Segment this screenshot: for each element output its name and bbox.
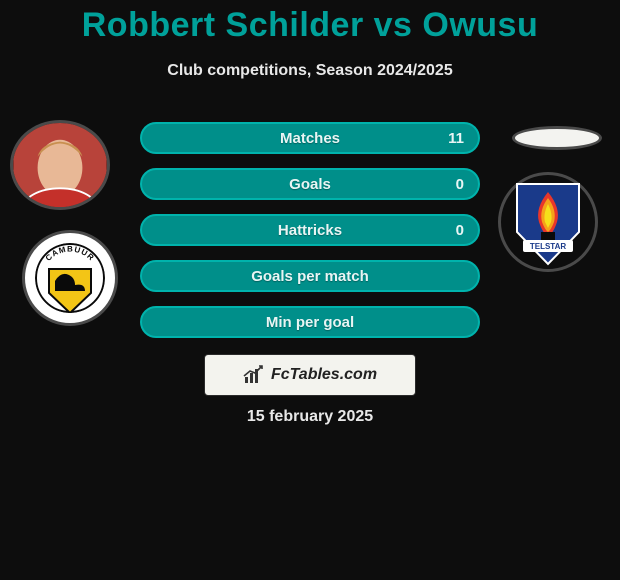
stat-bars: Matches 11 Goals 0 Hattricks 0 Goals per match… [140, 122, 480, 352]
stat-row: Matches 11 [140, 122, 480, 154]
date-text: 15 february 2025 [0, 408, 620, 426]
subtitle: Club competitions, Season 2024/2025 [0, 62, 620, 80]
stat-value-right: 0 [456, 222, 464, 239]
stat-row: Goals 0 [140, 168, 480, 200]
svg-text:TELSTAR: TELSTAR [530, 242, 567, 251]
bar-chart-icon [243, 365, 265, 385]
stat-value-right: 0 [456, 176, 464, 193]
telstar-shield-icon: TELSTAR [513, 178, 583, 266]
player-left-face-icon [13, 123, 107, 207]
stat-row: Goals per match [140, 260, 480, 292]
stat-label: Hattricks [278, 222, 342, 239]
page-title: Robbert Schilder vs Owusu [0, 6, 620, 45]
stat-label: Min per goal [266, 314, 354, 331]
club-right-crest: TELSTAR [498, 172, 598, 272]
player-right-avatar [512, 126, 602, 150]
stat-label: Matches [280, 130, 340, 147]
player-left-avatar [10, 120, 110, 210]
stat-label: Goals per match [251, 268, 369, 285]
stat-row: Hattricks 0 [140, 214, 480, 246]
stat-label: Goals [289, 176, 331, 193]
club-left-crest: CAMBUUR [22, 230, 118, 326]
stat-row: Min per goal [140, 306, 480, 338]
cambuur-shield-icon: CAMBUUR [35, 243, 105, 313]
fctables-text: FcTables.com [271, 366, 377, 384]
stat-value-right: 11 [448, 130, 464, 147]
comparison-infographic: Robbert Schilder vs Owusu Club competiti… [0, 0, 620, 580]
fctables-branding: FcTables.com [204, 354, 416, 396]
